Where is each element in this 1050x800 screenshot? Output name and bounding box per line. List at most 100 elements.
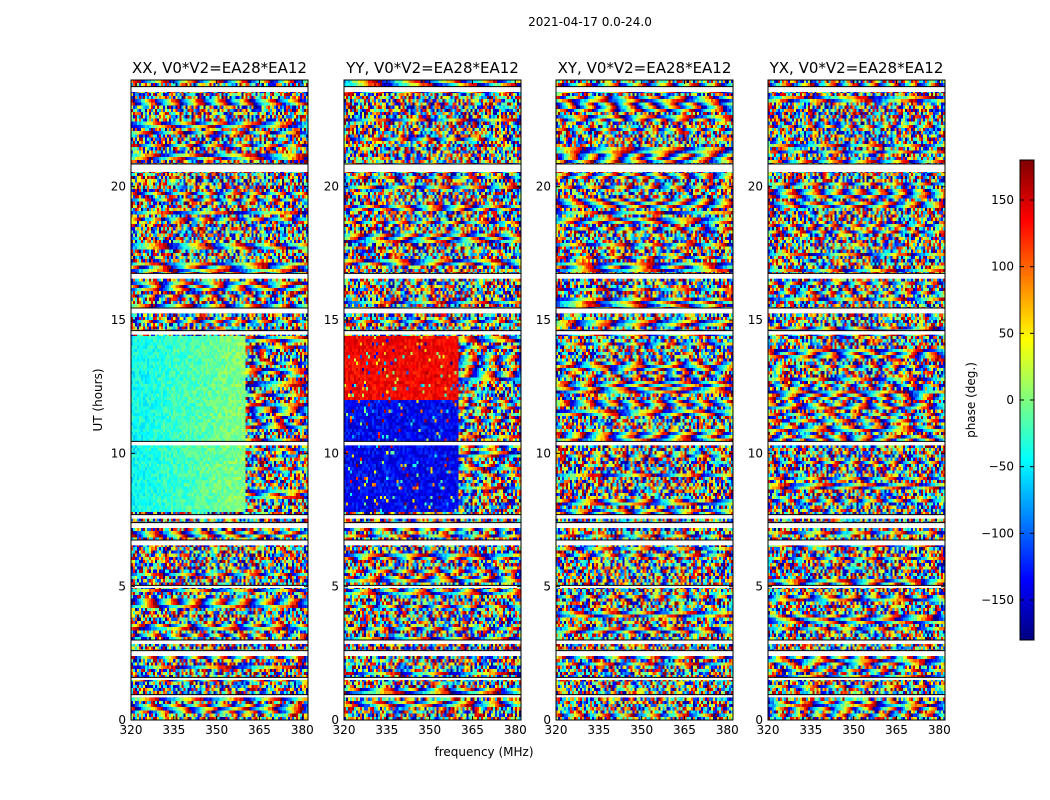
- flagged-band: [131, 330, 308, 335]
- y-tick-label: 15: [536, 313, 551, 327]
- x-tick-label: 350: [842, 723, 865, 737]
- flagged-band: [768, 585, 945, 588]
- panels: XX, V0*V2=EA28*EA12 320 335 350 365 380 0 5 10 15…: [111, 59, 951, 737]
- flagged-band: [131, 273, 308, 279]
- panel-frame: [767, 79, 946, 721]
- colorbar-tick-label: −100: [981, 526, 1014, 540]
- y-tick-label: 5: [118, 580, 126, 594]
- phase-heatmap: [556, 80, 733, 720]
- colorbar-tick-label: −150: [981, 593, 1014, 607]
- x-tick-label: 335: [162, 723, 185, 737]
- panel-4: YX, V0*V2=EA28*EA12 320 335 350 365 380 0 5 10 15…: [748, 59, 951, 737]
- panel-frame: [555, 79, 734, 721]
- flagged-band: [556, 650, 733, 656]
- flagged-band: [556, 273, 733, 279]
- phase-heatmap: [768, 80, 945, 720]
- flagged-band: [344, 522, 521, 528]
- x-tick-label: 320: [120, 723, 143, 737]
- y-tick-label: 5: [755, 580, 763, 594]
- flagged-band: [768, 308, 945, 314]
- flagged-band: [556, 522, 733, 528]
- colorbar-tick-label: 0: [1006, 393, 1014, 407]
- x-tick-label: 320: [757, 723, 780, 737]
- flagged-band: [131, 650, 308, 656]
- flagged-band: [768, 677, 945, 680]
- flagged-band: [131, 640, 308, 644]
- flagged-band: [768, 650, 945, 656]
- flagged-band: [344, 540, 521, 546]
- colorbar-tick-label: 50: [999, 326, 1014, 340]
- flagged-band: [344, 677, 521, 680]
- y-axis-label: UT (hours): [91, 368, 105, 431]
- x-tick-label: 365: [673, 723, 696, 737]
- flagged-band: [344, 330, 521, 335]
- x-tick-label: 335: [587, 723, 610, 737]
- colorbar-label: phase (deg.): [964, 362, 978, 438]
- x-tick-label: 320: [333, 723, 356, 737]
- flagged-band: [131, 540, 308, 546]
- y-tick-label: 5: [543, 580, 551, 594]
- x-tick-label: 320: [545, 723, 568, 737]
- x-tick-label: 365: [885, 723, 908, 737]
- x-tick-label: 350: [205, 723, 228, 737]
- y-tick-label: 5: [331, 580, 339, 594]
- flagged-band: [556, 330, 733, 335]
- flagged-band: [344, 650, 521, 656]
- flagged-band: [556, 441, 733, 446]
- flagged-band: [131, 86, 308, 92]
- y-tick-label: 15: [324, 313, 339, 327]
- phase-heatmap: [131, 80, 308, 720]
- flagged-band: [556, 164, 733, 172]
- y-tick-label: 10: [111, 446, 126, 460]
- flagged-band: [131, 585, 308, 588]
- y-tick-label: 10: [324, 446, 339, 460]
- y-tick-label: 0: [543, 713, 551, 727]
- flagged-band: [768, 86, 945, 92]
- panel-title: YY, V0*V2=EA28*EA12: [345, 59, 519, 77]
- flagged-band: [556, 308, 733, 314]
- flagged-band: [768, 514, 945, 519]
- panel-frame: [130, 79, 309, 721]
- x-tick-label: 350: [630, 723, 653, 737]
- flagged-band: [344, 86, 521, 92]
- x-axis-label: frequency (MHz): [434, 745, 533, 759]
- flagged-band: [768, 441, 945, 446]
- x-tick-label: 380: [504, 723, 527, 737]
- x-tick-label: 380: [716, 723, 739, 737]
- y-tick-label: 20: [536, 180, 551, 194]
- flagged-band: [344, 308, 521, 314]
- colorbar-tick-label: 100: [991, 260, 1014, 274]
- flagged-band: [768, 522, 945, 528]
- y-tick-label: 20: [748, 180, 763, 194]
- colorbar-tick-label: −50: [989, 460, 1014, 474]
- flagged-band: [768, 640, 945, 644]
- figure-suptitle: 2021-04-17 0.0-24.0: [528, 15, 652, 29]
- panel-title: YX, V0*V2=EA28*EA12: [769, 59, 944, 77]
- y-tick-label: 10: [536, 446, 551, 460]
- colorbar: 150 100 50 0 −50 −100 −150: [981, 159, 1035, 641]
- panel-2: YY, V0*V2=EA28*EA12 320 335 350 365 380 0 5 10 15…: [324, 59, 527, 737]
- flagged-band: [556, 677, 733, 680]
- flagged-band: [131, 308, 308, 314]
- y-tick-label: 20: [111, 180, 126, 194]
- flagged-band: [556, 514, 733, 519]
- phase-heatmap: [344, 80, 521, 720]
- flagged-band: [768, 164, 945, 172]
- flagged-band: [131, 514, 308, 519]
- panel-frame: [343, 79, 522, 721]
- flagged-band: [344, 273, 521, 279]
- y-tick-label: 0: [331, 713, 339, 727]
- x-tick-label: 380: [291, 723, 314, 737]
- y-tick-label: 0: [755, 713, 763, 727]
- flagged-band: [556, 585, 733, 588]
- y-tick-label: 10: [748, 446, 763, 460]
- y-tick-label: 20: [324, 180, 339, 194]
- x-tick-label: 335: [799, 723, 822, 737]
- flagged-band: [768, 694, 945, 698]
- flagged-band: [768, 273, 945, 279]
- flagged-band: [768, 540, 945, 546]
- x-tick-label: 380: [928, 723, 951, 737]
- panel-3: XY, V0*V2=EA28*EA12 320 335 350 365 380 0 5 10 15…: [536, 59, 739, 737]
- flagged-band: [131, 164, 308, 172]
